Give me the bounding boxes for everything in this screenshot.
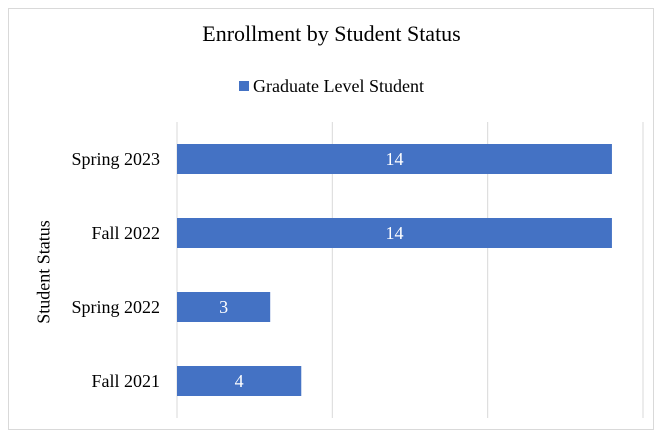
bar bbox=[177, 218, 612, 248]
category-tick-label: Fall 2022 bbox=[91, 223, 160, 243]
category-tick-label: Spring 2023 bbox=[71, 149, 160, 169]
bar-data-label: 3 bbox=[219, 297, 228, 317]
bar-data-label: 14 bbox=[385, 149, 403, 169]
legend-swatch bbox=[239, 81, 250, 91]
legend: Graduate Level Student bbox=[0, 76, 663, 97]
bar-data-label: 14 bbox=[385, 223, 403, 243]
bar bbox=[177, 144, 612, 174]
legend-label: Graduate Level Student bbox=[253, 76, 424, 96]
category-tick-label: Spring 2022 bbox=[71, 297, 160, 317]
chart-title: Enrollment by Student Status bbox=[202, 21, 461, 46]
bar bbox=[177, 366, 302, 396]
bar bbox=[177, 292, 271, 322]
bar-data-label: 4 bbox=[235, 371, 244, 391]
category-tick-label: Fall 2021 bbox=[91, 371, 160, 391]
